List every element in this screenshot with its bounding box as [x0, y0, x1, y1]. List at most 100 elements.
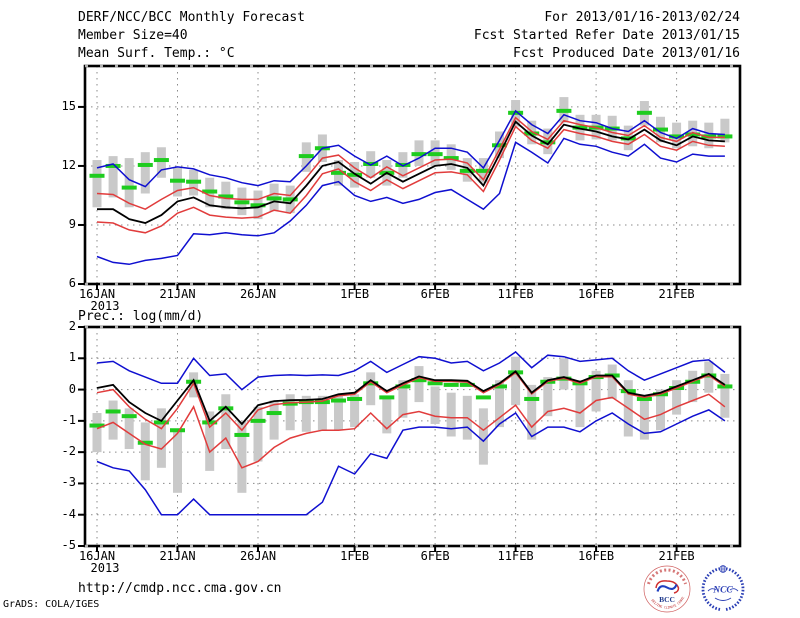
precip-panel-label: Prec.: log(mm/d) [78, 309, 204, 324]
spread-bar [478, 408, 488, 465]
green-daily-marker [218, 194, 234, 199]
ensemble-max-line [96, 109, 725, 188]
green-daily-marker [492, 384, 507, 389]
spread-bar [575, 380, 585, 428]
spread-bar [285, 394, 295, 431]
ensemble-mean-line [96, 370, 726, 426]
x-tick-label: 16JAN [78, 287, 116, 301]
spread-bar [205, 411, 215, 471]
green-daily-marker [427, 152, 443, 157]
green-daily-marker [653, 127, 668, 132]
spread-bar [140, 152, 150, 194]
green-daily-marker [717, 384, 733, 389]
variable-label: Mean Surf. Temp.: °C [78, 46, 235, 61]
green-daily-marker [508, 110, 524, 115]
ensemble-lower-line [96, 393, 726, 469]
spread-bar [237, 420, 247, 493]
spread-bar [720, 118, 730, 143]
green-daily-marker [234, 432, 250, 437]
spread-bar [317, 395, 327, 431]
y-tick-label: 15 [61, 98, 76, 113]
green-daily-marker [105, 163, 121, 168]
ncc-logo: NCC [701, 565, 745, 611]
ensemble-min-line [96, 409, 726, 516]
x-tick-label: 21FEB [658, 549, 695, 563]
green-daily-marker [701, 134, 717, 139]
green-daily-marker [717, 134, 733, 139]
y-tick-label: -1 [61, 412, 76, 427]
green-daily-marker [89, 173, 105, 178]
temperature-chart [78, 64, 742, 290]
green-daily-marker [556, 108, 572, 113]
ncc-wreath-right [725, 567, 745, 611]
green-daily-marker [170, 428, 185, 433]
green-daily-marker [524, 396, 540, 401]
x-tick-label: 26JAN [239, 549, 277, 563]
member-size-label: Member Size=40 [78, 28, 188, 43]
y-tick-label: -5 [61, 538, 76, 552]
x-tick-label: 11FEB [497, 287, 534, 301]
green-daily-marker [250, 203, 266, 208]
green-daily-marker [411, 378, 427, 383]
x-tick-label: 6FEB [420, 549, 450, 563]
green-daily-marker [266, 411, 282, 416]
spread-bar [639, 395, 649, 440]
spread-bar [124, 408, 134, 450]
ncc-globe-meridian [720, 565, 726, 573]
spread-bar [140, 422, 150, 481]
x-tick-label: 16JAN [78, 549, 116, 563]
y-tick-label: 6 [68, 276, 76, 290]
spread-bar [543, 377, 553, 417]
produced-date-label: Fcst Produced Date 2013/01/16 [513, 46, 740, 61]
ncc-wreath-left [701, 567, 721, 611]
green-daily-marker [685, 132, 701, 137]
spread-bar [559, 358, 569, 390]
spread-bar [366, 372, 376, 406]
x-tick-label: 1FEB [340, 549, 370, 563]
green-daily-marker [363, 381, 379, 386]
green-daily-marker [395, 162, 411, 167]
ncc-flourish [707, 588, 739, 601]
green-daily-marker [170, 178, 185, 183]
x-tick-label: 26JAN [239, 287, 277, 301]
x-tick-label: 11FEB [497, 549, 534, 563]
green-daily-marker [218, 406, 234, 411]
ncc-globe-grid [719, 565, 727, 573]
green-daily-marker [282, 197, 298, 202]
green-daily-marker [572, 125, 588, 130]
spread-bar [527, 384, 537, 440]
ncc-logo-label: NCC [712, 586, 733, 596]
spread-bar [124, 158, 134, 208]
forecast-range-label: For 2013/01/16-2013/02/24 [544, 10, 740, 25]
spread-bar [591, 370, 601, 412]
ensemble-mean-line [97, 120, 725, 224]
green-daily-marker [636, 396, 652, 401]
spread-bar [108, 400, 118, 440]
refer-date-label: Fcst Started Refer Date 2013/01/15 [473, 28, 740, 43]
green-daily-marker [524, 131, 540, 136]
x-tick-label: 21JAN [159, 287, 196, 301]
x-tick-label: 6FEB [420, 287, 450, 301]
y-tick-label: -2 [61, 444, 76, 459]
green-daily-marker [411, 152, 427, 157]
green-daily-marker [314, 400, 330, 405]
y-tick-label: -3 [61, 475, 76, 490]
spread-bar [221, 394, 231, 450]
ensemble-lower-line [96, 125, 725, 234]
green-daily-marker [363, 161, 379, 166]
spread-bar [301, 395, 311, 432]
spread-bar [398, 380, 408, 418]
bcc-logo-label: BCC [659, 595, 675, 604]
spread-bar [720, 373, 730, 418]
x-tick-label: 16FEB [578, 287, 615, 301]
green-daily-marker [379, 395, 395, 400]
green-daily-marker [234, 200, 250, 205]
x-tick-label: 1FEB [340, 287, 370, 301]
bcc-cloud-icon [655, 580, 680, 594]
green-daily-marker [105, 409, 121, 414]
spread-bar [92, 413, 102, 453]
spread-bar [269, 400, 279, 440]
y-tick-label: 1 [68, 350, 76, 365]
bcc-ring-characters [647, 568, 687, 585]
